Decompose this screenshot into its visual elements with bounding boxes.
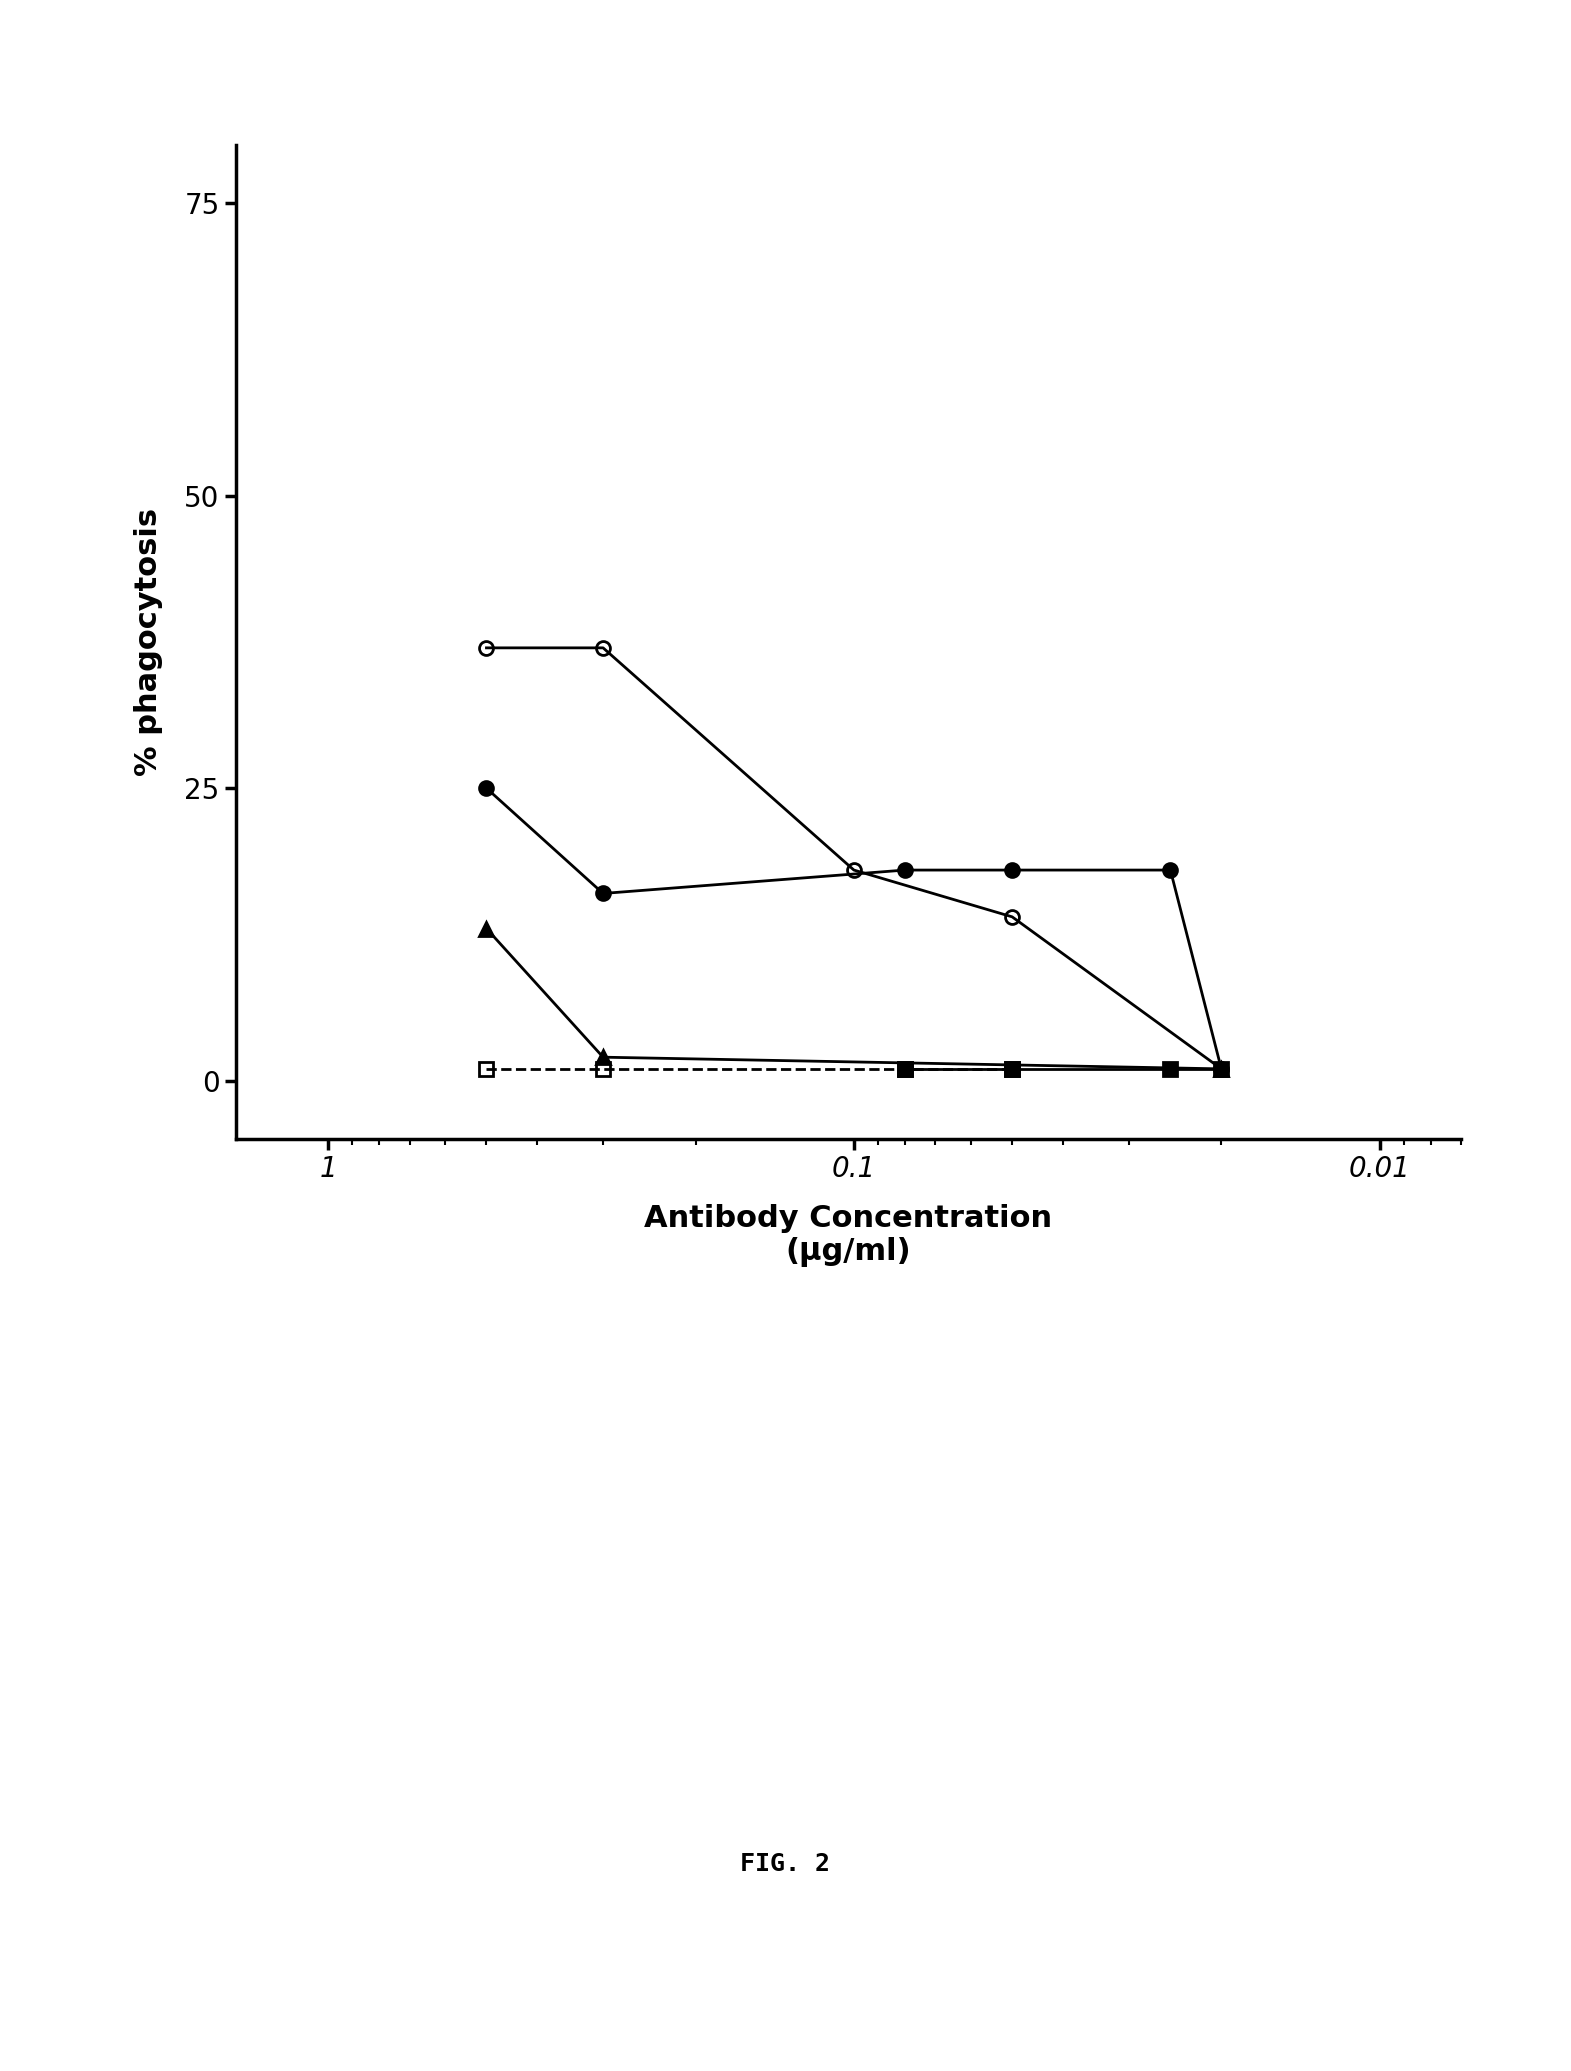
X-axis label: Antibody Concentration
(μg/ml): Antibody Concentration (μg/ml) — [644, 1203, 1053, 1267]
Text: FIG. 2: FIG. 2 — [740, 1851, 831, 1876]
Y-axis label: % phagocytosis: % phagocytosis — [135, 507, 163, 777]
